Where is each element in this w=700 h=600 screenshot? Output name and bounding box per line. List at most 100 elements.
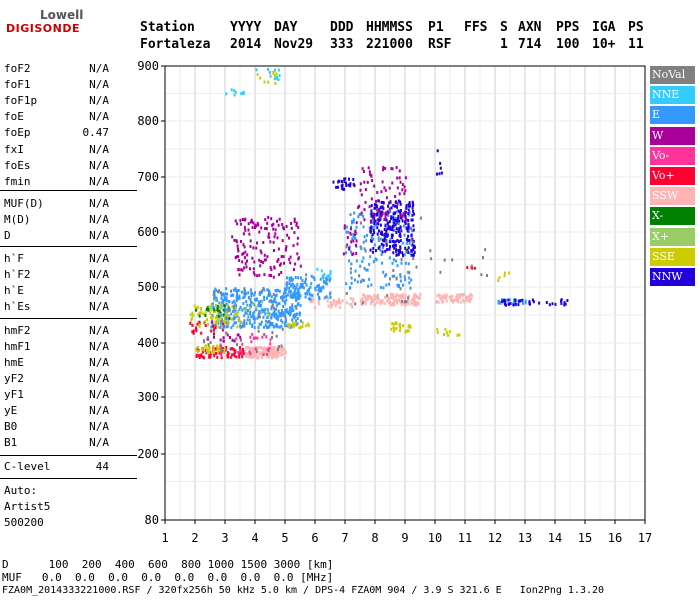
echo-point bbox=[470, 264, 473, 268]
param-value: N/A bbox=[89, 110, 109, 123]
echo-point bbox=[497, 279, 500, 283]
param-name: MUF(D) bbox=[4, 197, 44, 210]
echo-point bbox=[284, 288, 287, 292]
echo-point bbox=[360, 247, 363, 251]
header-value: 714 bbox=[518, 37, 542, 52]
echo-point bbox=[282, 255, 285, 259]
echo-point bbox=[273, 298, 276, 302]
param-row: fxI N/A bbox=[4, 143, 109, 157]
echo-point bbox=[285, 282, 288, 286]
echo-point bbox=[385, 233, 388, 237]
echo-point bbox=[242, 252, 245, 255]
echo-point bbox=[263, 258, 266, 262]
echo-point bbox=[370, 239, 373, 243]
param-name: B1 bbox=[4, 436, 18, 449]
echo-point bbox=[248, 355, 251, 359]
echo-point bbox=[397, 214, 400, 218]
echo-point bbox=[353, 233, 356, 237]
echo-point bbox=[349, 227, 352, 231]
echo-point bbox=[405, 226, 408, 230]
echo-point bbox=[376, 300, 379, 304]
echo-point bbox=[248, 350, 251, 354]
echo-point bbox=[259, 76, 262, 80]
echo-point bbox=[271, 322, 274, 325]
echo-point bbox=[241, 308, 244, 312]
echo-point bbox=[249, 298, 252, 301]
echo-point bbox=[458, 296, 461, 299]
echo-point bbox=[329, 301, 332, 304]
echo-point bbox=[386, 248, 389, 252]
echo-point bbox=[385, 218, 388, 222]
echo-point bbox=[396, 202, 399, 206]
echo-point bbox=[379, 215, 382, 219]
echo-point bbox=[390, 215, 393, 219]
echo-point bbox=[269, 71, 271, 74]
echo-point bbox=[376, 205, 379, 209]
echo-point bbox=[360, 298, 363, 302]
echo-point bbox=[372, 217, 375, 221]
echo-point bbox=[436, 328, 439, 332]
echo-point bbox=[245, 311, 248, 315]
echo-point bbox=[235, 337, 238, 341]
echo-point bbox=[355, 252, 358, 255]
echo-point bbox=[396, 176, 399, 180]
echo-point bbox=[247, 291, 250, 295]
echo-point bbox=[404, 246, 407, 250]
echo-point bbox=[216, 308, 219, 312]
echo-point bbox=[299, 319, 302, 323]
echo-point bbox=[205, 308, 208, 311]
echo-point bbox=[253, 350, 256, 354]
echo-point bbox=[273, 266, 276, 270]
echo-point bbox=[351, 237, 354, 241]
echo-point bbox=[355, 259, 358, 263]
echo-point bbox=[352, 233, 355, 236]
echo-point bbox=[352, 220, 355, 224]
echo-point bbox=[354, 230, 357, 234]
echo-point bbox=[376, 226, 379, 230]
echo-point bbox=[207, 336, 209, 340]
echo-point bbox=[388, 297, 390, 301]
echo-point bbox=[272, 222, 275, 226]
echo-point bbox=[395, 259, 398, 263]
echo-point bbox=[390, 327, 393, 331]
echo-point bbox=[360, 300, 363, 304]
echo-point bbox=[411, 206, 414, 210]
echo-point bbox=[384, 224, 387, 228]
echo-point bbox=[334, 304, 337, 308]
echo-point bbox=[263, 346, 266, 350]
echo-point bbox=[230, 289, 232, 293]
echo-point bbox=[371, 233, 374, 237]
echo-point bbox=[329, 269, 332, 273]
echo-point bbox=[373, 222, 376, 226]
echo-point bbox=[385, 229, 388, 233]
echo-point bbox=[284, 300, 286, 304]
echo-point bbox=[369, 220, 372, 224]
echo-point bbox=[276, 325, 279, 329]
muf-values: 0.0 0.0 0.0 0.0 0.0 0.0 0.0 0.0 [MHz] bbox=[41, 571, 334, 584]
echo-point bbox=[232, 348, 235, 352]
echo-point bbox=[235, 255, 238, 259]
echo-point bbox=[338, 298, 340, 302]
echo-point bbox=[208, 345, 211, 349]
x-tick-label: 16 bbox=[608, 531, 622, 545]
echo-point bbox=[392, 216, 395, 220]
echo-point bbox=[260, 351, 263, 355]
echo-point bbox=[250, 356, 253, 359]
echo-point bbox=[258, 322, 261, 326]
echo-point bbox=[273, 300, 276, 304]
echo-point bbox=[191, 316, 193, 320]
echo-point bbox=[276, 260, 279, 263]
echo-point bbox=[370, 214, 373, 218]
echo-point bbox=[279, 263, 281, 267]
echo-point bbox=[389, 210, 392, 213]
echo-point bbox=[400, 258, 403, 262]
echo-point bbox=[249, 352, 252, 356]
echo-point bbox=[280, 311, 283, 315]
echo-point bbox=[272, 348, 275, 352]
echo-point bbox=[379, 248, 382, 252]
echo-point bbox=[284, 324, 287, 328]
echo-point bbox=[209, 341, 212, 344]
echo-point bbox=[363, 208, 366, 212]
echo-point bbox=[279, 347, 282, 351]
echo-point bbox=[408, 201, 411, 205]
